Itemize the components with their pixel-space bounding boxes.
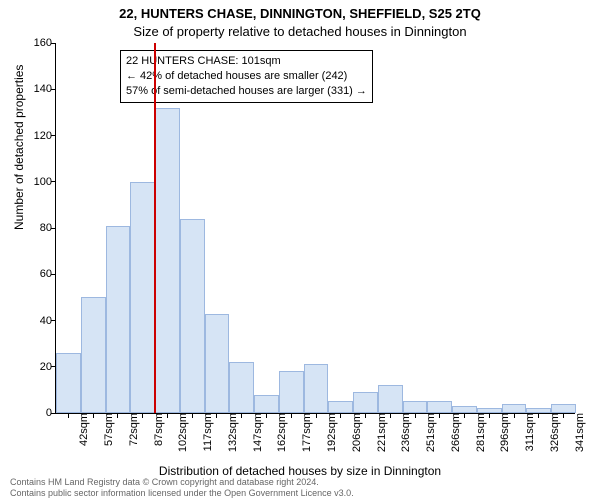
x-tick-label: 117sqm xyxy=(196,413,214,451)
x-tick-label: 236sqm xyxy=(394,413,412,452)
annotation-line: 57% of semi-detached houses are larger (… xyxy=(126,84,367,99)
chart-container: 22, HUNTERS CHASE, DINNINGTON, SHEFFIELD… xyxy=(0,0,600,500)
annotation-box: 22 HUNTERS CHASE: 101sqm ← 42% of detach… xyxy=(120,50,373,103)
x-tick-label: 72sqm xyxy=(122,413,140,446)
histogram-bar xyxy=(155,108,180,413)
chart-title-main: 22, HUNTERS CHASE, DINNINGTON, SHEFFIELD… xyxy=(0,6,600,21)
x-tick-label: 192sqm xyxy=(320,413,338,452)
histogram-bar xyxy=(130,182,155,413)
y-axis-label: Number of detached properties xyxy=(12,65,26,230)
histogram-bar xyxy=(551,404,576,413)
footer-attribution: Contains HM Land Registry data © Crown c… xyxy=(10,477,590,498)
x-tick-label: 42sqm xyxy=(72,413,90,446)
histogram-bar xyxy=(353,392,378,413)
y-tick-label: 100 xyxy=(34,176,56,188)
histogram-bar xyxy=(452,406,477,413)
y-tick-label: 20 xyxy=(40,361,56,373)
x-tick-label: 341sqm xyxy=(568,413,586,452)
x-tick-mark xyxy=(365,413,366,418)
y-tick-label: 120 xyxy=(34,130,56,142)
x-tick-label: 281sqm xyxy=(469,413,487,452)
annotation-line: ← 42% of detached houses are smaller (24… xyxy=(126,69,367,84)
x-axis-label: Distribution of detached houses by size … xyxy=(0,464,600,478)
x-tick-mark xyxy=(390,413,391,418)
histogram-bar xyxy=(205,314,230,413)
x-tick-mark xyxy=(167,413,168,418)
x-tick-label: 147sqm xyxy=(246,413,264,452)
annotation-line: 22 HUNTERS CHASE: 101sqm xyxy=(126,54,367,69)
x-tick-mark xyxy=(514,413,515,418)
histogram-bar xyxy=(378,385,403,413)
x-tick-mark xyxy=(216,413,217,418)
x-tick-mark xyxy=(538,413,539,418)
y-tick-label: 60 xyxy=(40,268,56,280)
x-tick-mark xyxy=(563,413,564,418)
histogram-bar xyxy=(56,353,81,413)
x-tick-mark xyxy=(464,413,465,418)
x-tick-label: 221sqm xyxy=(370,413,388,452)
histogram-bar xyxy=(403,401,428,413)
histogram-bar xyxy=(279,371,304,413)
x-tick-mark xyxy=(415,413,416,418)
x-tick-label: 132sqm xyxy=(221,413,239,452)
histogram-bar xyxy=(254,395,279,414)
x-tick-mark xyxy=(241,413,242,418)
histogram-bar xyxy=(328,401,353,413)
x-tick-mark xyxy=(340,413,341,418)
x-tick-label: 162sqm xyxy=(270,413,288,452)
x-tick-label: 296sqm xyxy=(493,413,511,452)
x-tick-label: 206sqm xyxy=(345,413,363,452)
x-tick-label: 102sqm xyxy=(171,413,189,452)
x-tick-mark xyxy=(117,413,118,418)
histogram-bar xyxy=(502,404,527,413)
y-tick-label: 0 xyxy=(46,407,56,419)
histogram-bar xyxy=(180,219,205,413)
x-tick-label: 177sqm xyxy=(295,413,313,452)
chart-title-sub: Size of property relative to detached ho… xyxy=(0,24,600,39)
x-tick-label: 311sqm xyxy=(518,413,536,451)
y-tick-label: 160 xyxy=(34,37,56,49)
x-tick-mark xyxy=(68,413,69,418)
reference-line xyxy=(154,43,156,413)
x-tick-label: 57sqm xyxy=(97,413,115,446)
plot-area: 22 HUNTERS CHASE: 101sqm ← 42% of detach… xyxy=(55,44,575,414)
x-tick-mark xyxy=(291,413,292,418)
histogram-bar xyxy=(106,226,131,413)
y-tick-label: 80 xyxy=(40,222,56,234)
x-tick-mark xyxy=(142,413,143,418)
histogram-bar xyxy=(81,297,106,413)
footer-line: Contains HM Land Registry data © Crown c… xyxy=(10,477,590,487)
x-tick-mark xyxy=(316,413,317,418)
histogram-bar xyxy=(427,401,452,413)
histogram-bar xyxy=(229,362,254,413)
histogram-bar xyxy=(304,364,329,413)
x-tick-mark xyxy=(439,413,440,418)
x-tick-label: 266sqm xyxy=(444,413,462,452)
x-tick-label: 326sqm xyxy=(543,413,561,452)
x-tick-mark xyxy=(489,413,490,418)
x-tick-label: 87sqm xyxy=(147,413,165,446)
x-tick-label: 251sqm xyxy=(419,413,437,452)
x-tick-mark xyxy=(192,413,193,418)
x-tick-mark xyxy=(93,413,94,418)
y-tick-label: 40 xyxy=(40,315,56,327)
y-tick-label: 140 xyxy=(34,83,56,95)
x-tick-mark xyxy=(266,413,267,418)
footer-line: Contains public sector information licen… xyxy=(10,488,590,498)
